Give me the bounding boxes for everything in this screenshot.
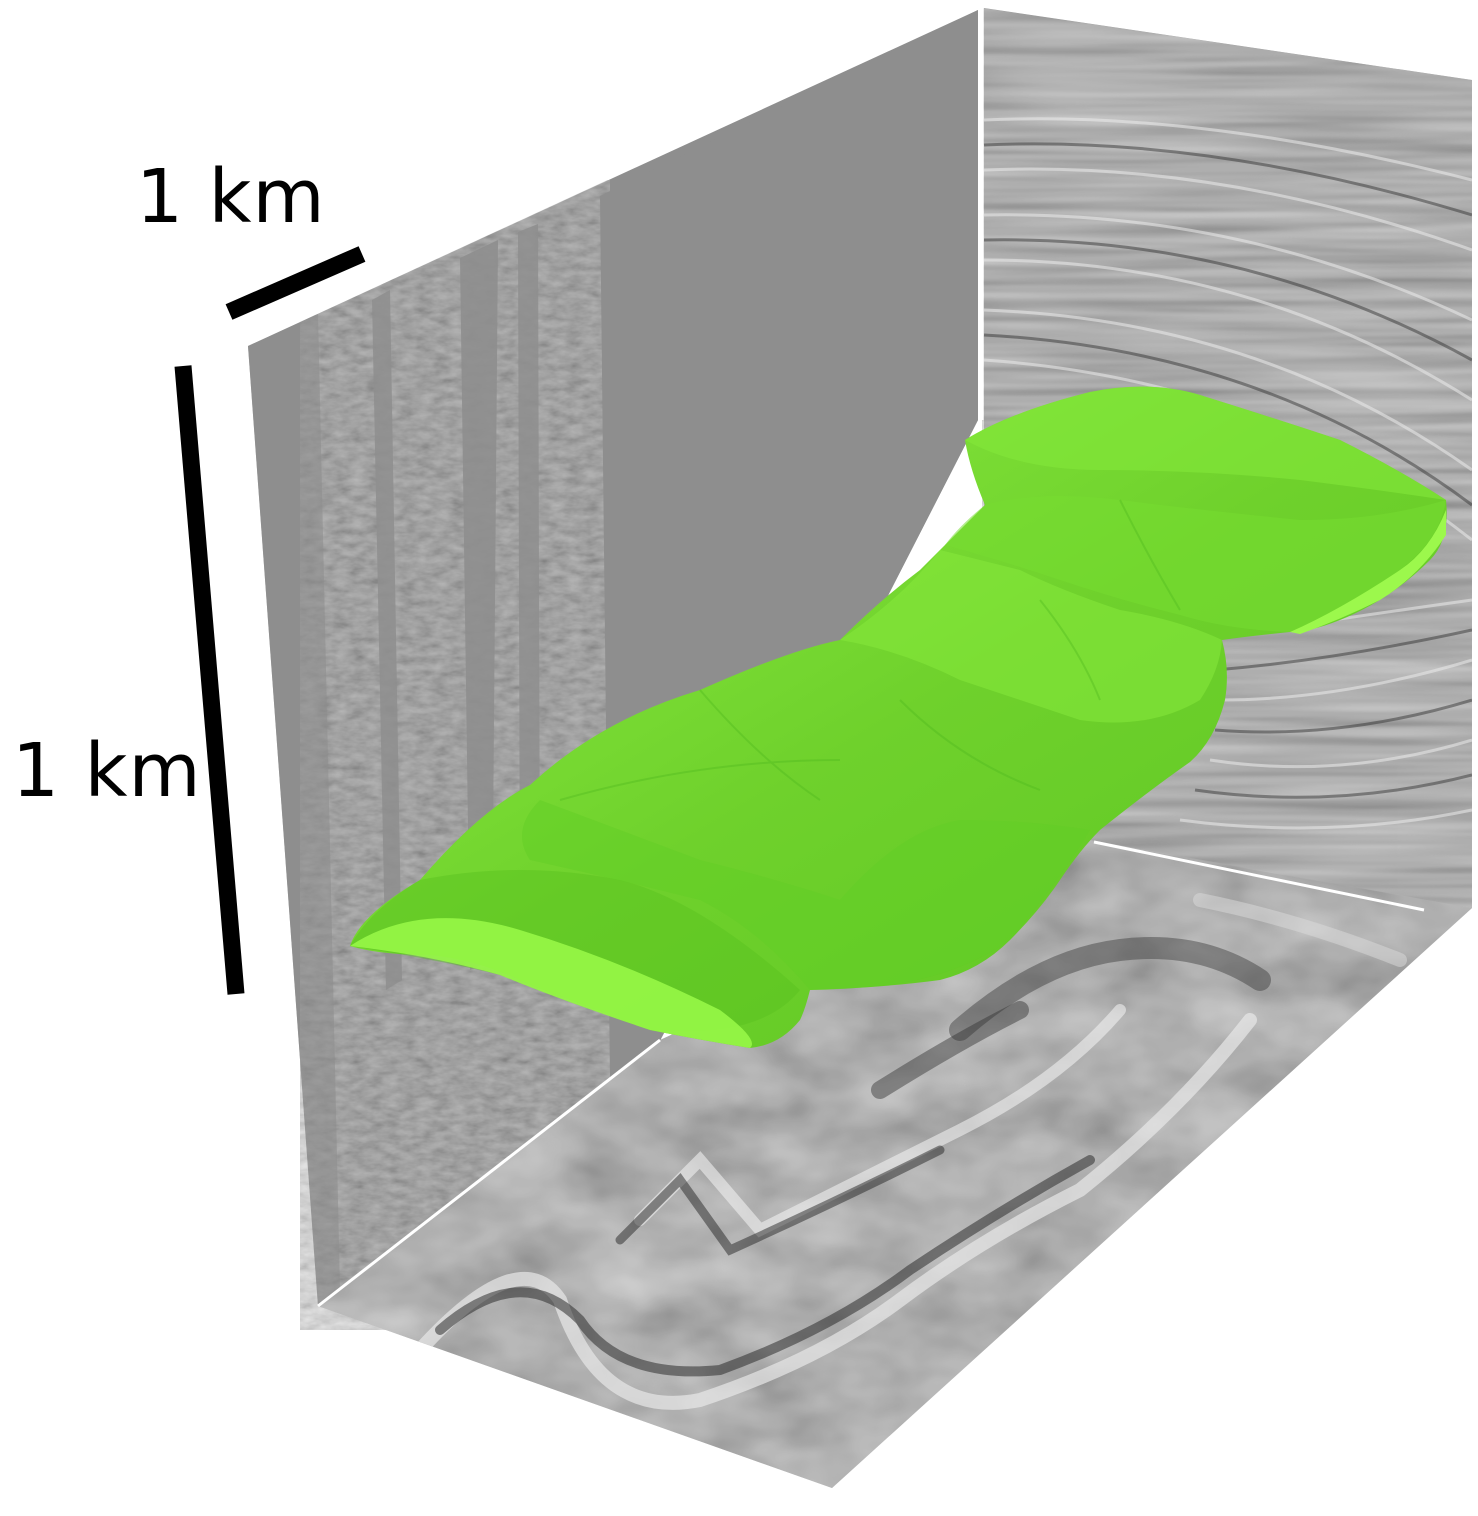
horizontal-scale-label: 1 km [136, 154, 326, 240]
vertical-scale-bar [174, 365, 245, 995]
horizontal-scale-bar [225, 246, 366, 320]
left-seismic-panel [248, 10, 978, 1330]
scale-bars [174, 246, 366, 995]
box-edges [317, 8, 1425, 1308]
green-geobody [350, 386, 1447, 1049]
vertical-scale-label: 1 km [12, 728, 202, 814]
